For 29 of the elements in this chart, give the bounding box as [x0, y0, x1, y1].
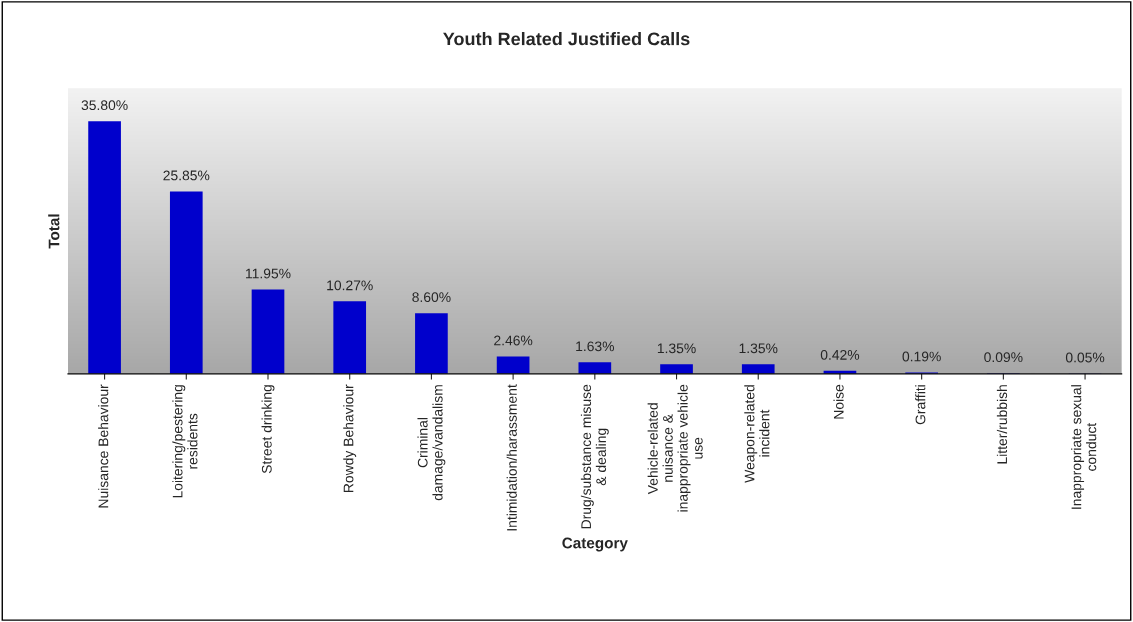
data-label: 0.05% [1065, 352, 1105, 363]
x-axis-title: Category [562, 537, 628, 552]
x-tick-label: Loitering/pestering residents [172, 385, 198, 498]
x-tick-label: Nuisance Behaviour [98, 384, 109, 508]
data-label: 0.19% [902, 351, 941, 362]
data-label: 1.35% [657, 343, 696, 354]
x-tick-label: Rowdy Behaviour [343, 384, 357, 492]
y-axis-title: Total [48, 214, 60, 249]
x-tick-label: Street drinking [261, 385, 275, 474]
x-tick-label: Litter/rubbish [996, 385, 1008, 464]
x-tick-label: Criminal damage/vandalism [417, 385, 446, 501]
data-label: 10.27% [327, 280, 373, 291]
x-tick-label: Graffiti [915, 385, 926, 425]
x-tick-label: Vehicle-related nuisance & inappropriate vehicle use [647, 384, 703, 512]
data-label: 8.60% [412, 292, 451, 303]
chart-title: Youth Related Justified Calls [443, 32, 690, 46]
x-tick-label: Intimidation/harassment [506, 384, 517, 531]
data-label: 25.85% [163, 170, 210, 181]
data-label: 35.80% [81, 100, 128, 111]
data-label: 0.09% [984, 352, 1023, 363]
x-tick-label: Drug/substance misuse & dealing [580, 384, 609, 529]
data-label: 11.95% [246, 268, 291, 279]
x-tick-label: Inappropriate sexual conduct [1071, 385, 1097, 509]
data-label: 1.63% [576, 341, 615, 352]
data-label: 1.35% [739, 343, 778, 354]
data-label: 0.42% [820, 349, 860, 360]
x-tick-label: Weapon-related incident [744, 385, 770, 483]
data-label: 2.46% [494, 335, 533, 346]
x-tick-label: Noise [833, 384, 844, 419]
